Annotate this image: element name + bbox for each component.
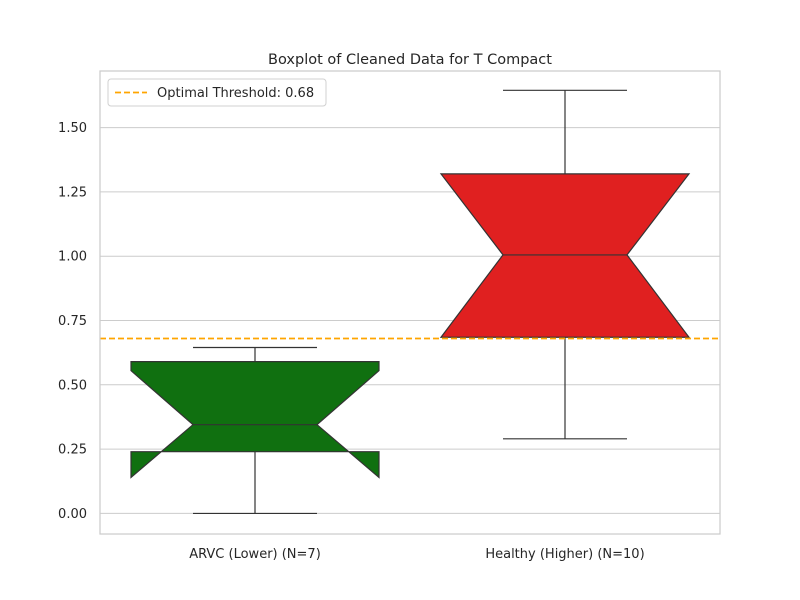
y-tick-label: 1.00 <box>58 250 87 265</box>
y-tick-label: 0.50 <box>58 378 87 393</box>
box-body <box>130 361 380 479</box>
x-tick-label: ARVC (Lower) (N=7) <box>189 547 321 562</box>
legend-frame <box>107 78 327 107</box>
legend: Optimal Threshold: 0.68 <box>107 78 327 107</box>
x-tick-label: Healthy (Higher) (N=10) <box>485 547 644 562</box>
plot-frame <box>99 70 721 535</box>
y-tick-label: 0.25 <box>58 443 87 458</box>
box-group <box>439 89 691 440</box>
box-group <box>130 346 380 515</box>
chart-title: Boxplot of Cleaned Data for T Compact <box>268 52 552 68</box>
boxes <box>130 89 691 515</box>
y-tick-label: 0.75 <box>58 314 87 329</box>
x-tick-labels: ARVC (Lower) (N=7) Healthy (Higher) (N=10… <box>189 547 644 562</box>
y-tick-label: 0.00 <box>58 507 87 522</box>
y-tick-label: 1.25 <box>58 185 87 200</box>
y-tick-label: 1.50 <box>58 121 87 136</box>
legend-threshold-label: Optimal Threshold: 0.68 <box>157 86 314 101</box>
y-tick-labels: 0.00 0.25 0.50 0.75 1.00 1.25 1.50 <box>58 121 87 522</box>
